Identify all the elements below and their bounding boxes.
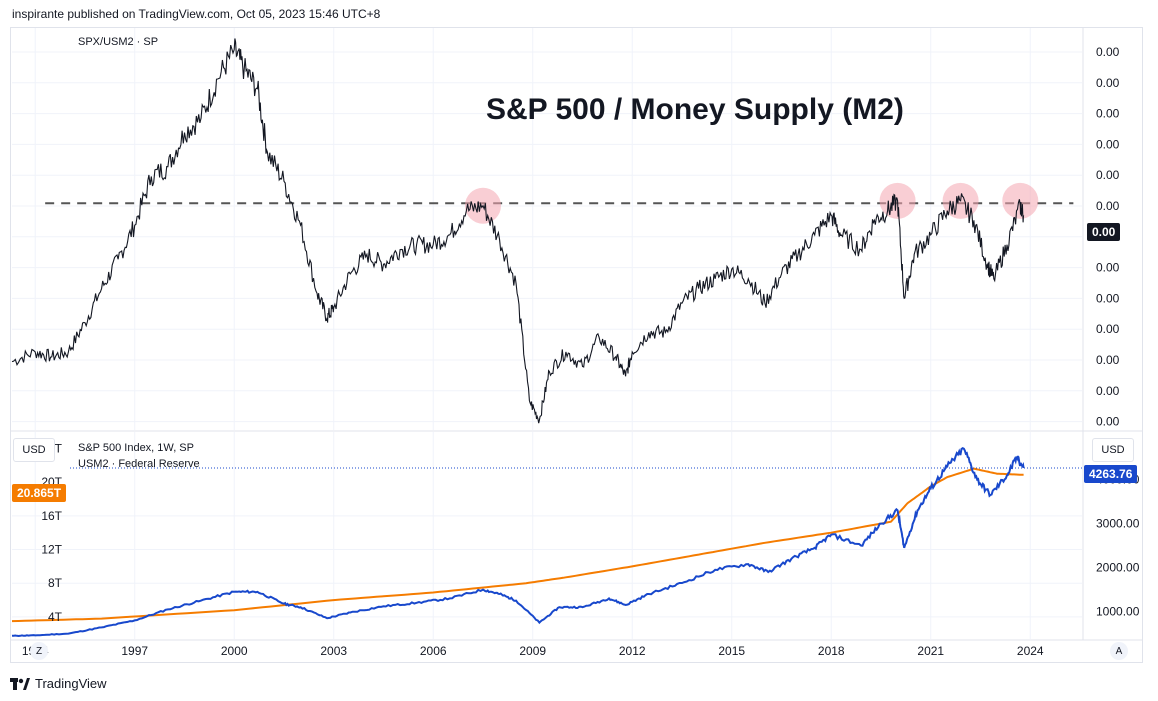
- tradingview-logo[interactable]: TradingView: [10, 676, 107, 691]
- highlight-circle: [1002, 182, 1039, 219]
- top-grid: [12, 28, 1082, 430]
- top-axis-tick: 0.00: [1096, 45, 1120, 59]
- bottom-left-axis[interactable]: 24T20T16T12T8T4T: [41, 441, 62, 624]
- top-axis-tick: 0.00: [1096, 168, 1120, 182]
- x-tick-label: 2006: [420, 644, 447, 658]
- x-tick-label: 1997: [121, 644, 148, 658]
- auto-scale-button[interactable]: A: [1110, 642, 1128, 660]
- top-axis-tick: 0.00: [1096, 291, 1120, 305]
- tradingview-logo-icon: [10, 677, 30, 690]
- top-axis-tick: 0.00: [1096, 261, 1120, 275]
- spx-last-value-badge: 4263.76: [1084, 465, 1138, 483]
- chart-frame: [10, 27, 1143, 663]
- legend-spx[interactable]: S&P 500 Index, 1W, SP: [78, 442, 194, 454]
- x-tick-label: 2009: [519, 644, 546, 658]
- x-tick-label: 2015: [718, 644, 745, 658]
- left-axis-tick: 16T: [41, 509, 62, 523]
- bottom-grid: [12, 432, 1082, 639]
- time-axis[interactable]: 1994199720002003200620092012201520182021…: [22, 644, 1044, 658]
- m2-series-line: [11, 467, 1024, 623]
- right-axis-tick: 1000.00: [1096, 605, 1140, 619]
- annotation-title: S&P 500 / Money Supply (M2): [486, 93, 904, 126]
- x-tick-label: 2012: [619, 644, 646, 658]
- top-axis-tick: 0.00: [1096, 199, 1120, 213]
- right-unit-button[interactable]: USD: [1092, 438, 1134, 462]
- x-tick-label: 2024: [1017, 644, 1044, 658]
- top-symbol-label: SPX/USM2 · SP: [78, 36, 158, 48]
- top-axis-tick: 0.00: [1096, 107, 1120, 121]
- left-axis-tick: 12T: [41, 543, 62, 557]
- top-price-badge: 0.00: [1087, 223, 1121, 241]
- x-tick-label: 2000: [221, 644, 248, 658]
- legend-m2[interactable]: USM2 · Federal Reserve: [78, 458, 200, 470]
- top-axis-tick: 0.00: [1096, 137, 1120, 151]
- x-tick-label: 2018: [818, 644, 845, 658]
- m2-last-value-badge: 20.865T: [12, 484, 67, 502]
- x-tick-label: 2021: [917, 644, 944, 658]
- right-axis-tick: 2000.00: [1096, 561, 1140, 575]
- spx-m2-series-line: [11, 38, 1025, 424]
- publish-info: inspirante published on TradingView.com,…: [12, 7, 381, 21]
- top-axis-tick: 0.00: [1096, 322, 1120, 336]
- left-unit-button[interactable]: USD: [13, 438, 55, 462]
- right-axis-tick: 3000.00: [1096, 517, 1140, 531]
- spx-series-line: [11, 447, 1025, 638]
- top-axis-tick: 0.00: [1096, 353, 1120, 367]
- top-axis-tick: 0.00: [1096, 76, 1120, 90]
- top-axis-tick: 0.00: [1096, 384, 1120, 398]
- footer-brand: TradingView: [35, 676, 107, 691]
- x-tick-label: 2003: [320, 644, 347, 658]
- top-axis-tick: 0.00: [1096, 415, 1120, 429]
- zoom-button[interactable]: Z: [30, 642, 48, 660]
- left-axis-tick: 8T: [48, 576, 63, 590]
- left-axis-tick: 4T: [48, 610, 63, 624]
